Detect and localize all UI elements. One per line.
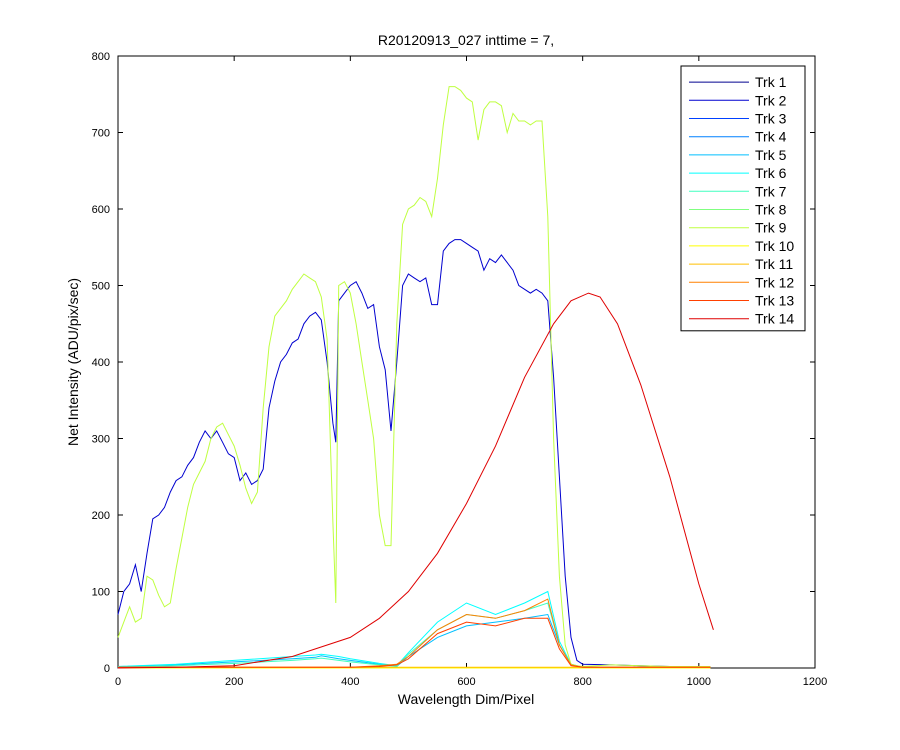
legend-label-trk-3: Trk 3 — [755, 111, 787, 127]
axes-layer: 0 200 400 600 800 1000 1200 0 100 200 300 400 500 600… — [92, 51, 828, 688]
x-tick-label: 600 — [457, 676, 475, 688]
y-tick-label: 600 — [92, 204, 110, 216]
legend-label-trk-5: Trk 5 — [755, 147, 787, 163]
y-tick-label: 100 — [92, 587, 110, 599]
legend-label-trk-10: Trk 10 — [755, 238, 794, 254]
y-tick-label: 800 — [92, 51, 110, 63]
legend-label-trk-13: Trk 13 — [755, 293, 794, 309]
legend-label-trk-14: Trk 14 — [755, 311, 794, 327]
legend-label-trk-4: Trk 4 — [755, 129, 787, 145]
legend-label-trk-11: Trk 11 — [755, 256, 793, 272]
x-tick-label: 800 — [573, 676, 591, 688]
series-line-trk-2 — [117, 239, 711, 667]
legend-label-trk-12: Trk 12 — [755, 274, 794, 290]
legend-label-trk-6: Trk 6 — [755, 165, 787, 181]
x-tick-label: 1000 — [687, 676, 711, 688]
y-tick-label: 0 — [104, 663, 110, 675]
x-axis-label: Wavelength Dim/Pixel — [398, 691, 534, 707]
y-tick-label: 500 — [92, 281, 110, 293]
series-line-trk-14 — [117, 292, 714, 669]
legend-label-trk-2: Trk 2 — [755, 92, 787, 108]
y-tick-label: 300 — [92, 434, 110, 446]
y-tick-label: 700 — [92, 128, 110, 140]
legend-label-trk-9: Trk 9 — [755, 220, 787, 236]
series-line-trk-12 — [118, 598, 711, 668]
x-tick-label: 400 — [341, 676, 359, 688]
series-line-trk-6 — [117, 590, 711, 668]
legend-label-trk-8: Trk 8 — [755, 202, 787, 218]
series-line-trk-13 — [118, 617, 711, 668]
series-line-trk-9 — [117, 86, 711, 668]
series-layer — [117, 86, 714, 669]
legend-label-trk-1: Trk 1 — [755, 74, 787, 90]
legend-box — [680, 65, 806, 332]
y-tick-label: 200 — [92, 510, 110, 522]
legend: Trk 1 Trk 2 Trk 3 Trk 4 Trk 5 Trk 6 Trk 7 Trk 8… — [680, 65, 806, 332]
chart-title: R20120913_027 inttime = 7, — [378, 32, 554, 48]
legend-label-trk-7: Trk 7 — [755, 183, 787, 199]
x-tick-label: 1200 — [803, 676, 827, 688]
x-tick-label: 0 — [115, 676, 121, 688]
y-tick-label: 400 — [92, 357, 110, 369]
x-tick-label: 200 — [225, 676, 243, 688]
y-axis-label: Net Intensity (ADU/pix/sec) — [65, 278, 81, 446]
